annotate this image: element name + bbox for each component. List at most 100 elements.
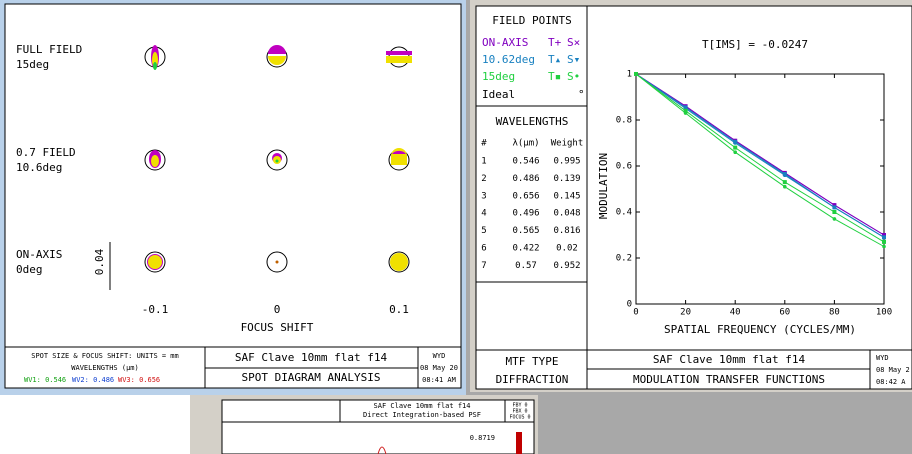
psf-window[interactable]: SAF Clave 10mm flat f14 Direct Integrati… — [218, 395, 538, 454]
table-cell: 0.952 — [553, 261, 580, 271]
window-edge — [470, 0, 700, 4]
mtf-type: DIFFRACTION — [496, 373, 569, 386]
table-header: # — [481, 139, 487, 149]
scale-label: 0.04 — [93, 248, 106, 275]
focus-tick: -0.1 — [142, 303, 169, 316]
analysis-name: Direct Integration-based PSF — [363, 411, 481, 419]
y-tick-label: 0.4 — [616, 208, 632, 218]
table-cell: 0.422 — [512, 244, 539, 254]
mtf-window[interactable]: FIELD POINTS Ideal ° WAVELENGTHS # λ(μm) W… — [470, 0, 912, 392]
desktop-area — [0, 395, 190, 454]
mtf-marker — [683, 111, 688, 115]
x-tick-label: 0 — [633, 308, 638, 318]
panel-title: WAVELENGTHS — [496, 115, 569, 128]
mtf-marker — [882, 235, 886, 240]
time: 08:42 A — [876, 378, 906, 386]
mtf-type-label: MTF TYPE — [506, 355, 559, 368]
y-tick-label: 1 — [627, 70, 632, 80]
x-tick-label: 100 — [876, 308, 892, 318]
focus-tick: 0.1 — [389, 303, 409, 316]
table-cell: 0.565 — [512, 226, 539, 236]
table-cell: 5 — [481, 226, 486, 236]
fbx: FBX 0 — [512, 409, 527, 415]
legend-sagittal: S• — [567, 70, 580, 83]
y-axis-label: MODULATION — [597, 153, 610, 219]
user: WYD — [876, 354, 889, 362]
focus: FOCUS 0 — [509, 415, 530, 421]
table-cell: 0.139 — [553, 174, 580, 184]
field-angle: 0deg — [16, 263, 43, 276]
y-tick-label: 0.6 — [616, 162, 632, 172]
table-header: λ(μm) — [512, 139, 539, 149]
spot-diagrams — [144, 45, 412, 273]
date: 08 May 20 — [420, 364, 458, 372]
table-cell: 0.816 — [553, 226, 580, 236]
mtf-line — [635, 73, 885, 243]
legend-tangential: T▪ — [548, 70, 561, 83]
mtf-marker — [634, 72, 638, 76]
chart-title: T[IMS] = -0.0247 — [702, 38, 808, 51]
x-axis-label: SPATIAL FREQUENCY (CYCLES/MM) — [664, 323, 856, 336]
field-name: 0.7 FIELD — [16, 146, 76, 159]
legend-ideal-symbol: ° — [578, 88, 585, 101]
mtf-marker — [683, 108, 688, 113]
axis-label: FOCUS SHIFT — [241, 321, 314, 334]
mtf-plot: 0 20 40 60 80 100 0 0.2 0.4 0.6 0.8 1 — [616, 70, 892, 318]
peak-value: 0.8719 — [470, 434, 495, 442]
lens-name: SAF Clave 10mm flat f14 — [653, 353, 806, 366]
user: WYD — [433, 352, 446, 360]
table-cell: 0.145 — [553, 191, 580, 201]
legend-name: 10.62deg — [482, 53, 535, 66]
y-tick-label: 0.2 — [616, 254, 632, 264]
mtf-line — [635, 73, 885, 236]
analysis-name: SPOT DIAGRAM ANALYSIS — [241, 371, 380, 384]
table-cell: 0.486 — [512, 174, 539, 184]
analysis-name: MODULATION TRANSFER FUNCTIONS — [633, 373, 825, 386]
table-cell: 0.656 — [512, 191, 539, 201]
mtf-marker — [782, 180, 787, 185]
legend-name: ON-AXIS — [482, 36, 528, 49]
table-cell: 2 — [481, 174, 486, 184]
legend-sagittal: S▾ — [567, 53, 580, 66]
table-cell: 6 — [481, 244, 486, 254]
table-cell: 0.048 — [553, 209, 580, 219]
color-bar — [516, 432, 522, 454]
y-tick-label: 0 — [627, 300, 632, 310]
mtf-marker — [832, 205, 837, 210]
wavelength-table: # λ(μm) Weight 1 0.546 0.995 2 0.486 0.139 3 0.656… — [481, 139, 583, 271]
plot-area — [4, 3, 462, 348]
table-cell: 4 — [481, 209, 486, 219]
legend-sagittal: S× — [567, 36, 580, 49]
fby: FBY 0 — [512, 403, 527, 409]
mtf-marker — [783, 184, 787, 189]
legend-name: 15deg — [482, 70, 515, 83]
x-tick-label: 60 — [779, 308, 790, 318]
mtf-line — [635, 73, 885, 238]
panel-title: FIELD POINTS — [492, 14, 571, 27]
x-tick-label: 40 — [730, 308, 741, 318]
field-name: ON-AXIS — [16, 248, 62, 261]
mtf-marker — [832, 217, 837, 221]
mtf-marker — [882, 239, 886, 244]
table-cell: 1 — [481, 157, 486, 167]
wavelength: WV2: 0.486 — [72, 376, 114, 384]
time: 08:41 AM — [422, 376, 456, 384]
field-angle: 10.6deg — [16, 161, 62, 174]
legend-tangential: T▴ — [548, 53, 561, 66]
mtf-marker — [783, 173, 787, 177]
mtf-marker — [882, 244, 886, 249]
table-cell: 0.546 — [512, 157, 539, 167]
wavelength: WV1: 0.546 — [24, 376, 66, 384]
header — [221, 399, 535, 423]
table-cell: 0.995 — [553, 157, 580, 167]
date: 08 May 2 — [876, 366, 910, 374]
focus-tick: 0 — [274, 303, 281, 316]
table-cell: 7 — [481, 261, 486, 271]
spot-window[interactable]: FULL FIELD 15deg 0.7 FIELD 10.6deg ON-AX… — [0, 0, 466, 395]
mtf-marker — [832, 210, 837, 214]
table-cell: 0.57 — [515, 261, 537, 271]
table-cell: 0.496 — [512, 209, 539, 219]
plot-frame — [635, 73, 885, 305]
